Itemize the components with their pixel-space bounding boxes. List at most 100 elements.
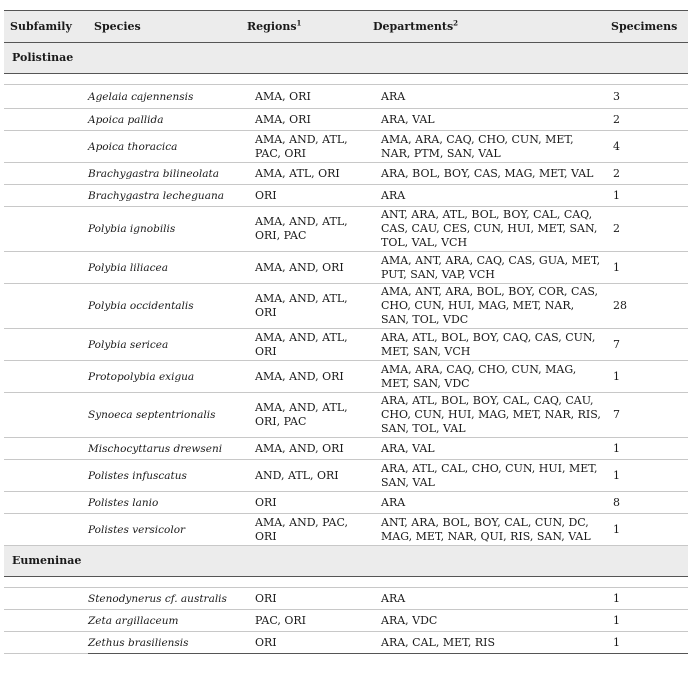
subfamily-cell [4, 587, 88, 610]
regions-cell: AMA, ATL, ORI [241, 162, 367, 185]
regions-cell: AMA, AND, ATL, ORI [241, 283, 367, 329]
subfamily-cell [4, 130, 88, 163]
regions-cell: AMA, AND, ATL, PAC, ORI [241, 130, 367, 163]
subfamily-cell [4, 513, 88, 546]
species-cell: Protopolybia exigua [88, 360, 241, 393]
specimens-cell: 2 [605, 162, 688, 185]
table-row: Stenodynerus cf. australis ORI ARA 1 [4, 587, 688, 610]
specimens-cell: 1 [605, 360, 688, 393]
subfamily-cell [4, 437, 88, 460]
specimens-cell: 1 [605, 437, 688, 460]
regions-cell: ORI [241, 491, 367, 514]
subfamily-cell [4, 328, 88, 361]
table-row: Protopolybia exigua AMA, AND, ORI AMA, ARA… [4, 360, 688, 393]
subfamily-row: Eumeninae [4, 545, 688, 577]
regions-cell: AMA, ORI [241, 84, 367, 109]
specimens-cell: 8 [605, 491, 688, 514]
departments-cell: AMA, ARA, CAQ, CHO, CUN, MET, NAR, PTM, … [367, 130, 605, 163]
specimens-cell: 1 [605, 459, 688, 492]
subfamily-cell [4, 283, 88, 329]
specimens-cell: 1 [605, 513, 688, 546]
subfamily-cell [4, 251, 88, 284]
table-row: Polybia sericea AMA, AND, ATL, ORI ARA, AT… [4, 328, 688, 361]
departments-footnote-mark: 2 [453, 17, 459, 27]
departments-cell: AMA, ANT, ARA, CAQ, CAS, GUA, MET, PUT, … [367, 251, 605, 284]
regions-cell: AMA, AND, ORI [241, 437, 367, 460]
specimens-cell: 2 [605, 206, 688, 252]
spacer-row [4, 576, 688, 588]
species-cell: Zeta argillaceum [88, 609, 241, 632]
header-regions: Regions1 [241, 10, 367, 43]
regions-cell: PAC, ORI [241, 609, 367, 632]
subfamily-cell [4, 360, 88, 393]
specimens-cell: 4 [605, 130, 688, 163]
departments-cell: ARA [367, 587, 605, 610]
table-row: Polistes versicolor AMA, AND, PAC, ORI ANT… [4, 513, 688, 546]
subfamily-cell [4, 162, 88, 185]
subfamily-cell [4, 184, 88, 207]
table-row: Mischocyttarus drewseni AMA, AND, ORI ARA,… [4, 437, 688, 460]
departments-cell: ANT, ARA, BOL, BOY, CAL, CUN, DC, MAG, M… [367, 513, 605, 546]
departments-cell: ARA [367, 491, 605, 514]
subfamily-label: Polistinae [4, 42, 688, 74]
departments-cell: ARA, VDC [367, 609, 605, 632]
specimens-cell: 7 [605, 392, 688, 438]
regions-footnote-mark: 1 [296, 17, 302, 27]
header-departments: Departments2 [367, 10, 605, 43]
table-row: Polistes lanio ORI ARA 8 [4, 491, 688, 514]
table-body: Polistinae Agelaia cajennensis AMA, ORI ARA… [4, 42, 688, 654]
table-row: Polybia occidentalis AMA, AND, ATL, ORI AM… [4, 283, 688, 329]
table-row: Synoeca septentrionalis AMA, AND, ATL, OR… [4, 392, 688, 438]
specimens-cell: 3 [605, 84, 688, 109]
regions-cell: AMA, AND, PAC, ORI [241, 513, 367, 546]
regions-cell: AMA, ORI [241, 108, 367, 131]
species-cell: Polistes lanio [88, 491, 241, 514]
species-cell: Mischocyttarus drewseni [88, 437, 241, 460]
regions-cell: ORI [241, 184, 367, 207]
subfamily-cell [4, 631, 88, 654]
table-row: Polybia ignobilis AMA, AND, ATL, ORI, PAC… [4, 206, 688, 252]
species-cell: Polybia ignobilis [88, 206, 241, 252]
departments-cell: ARA, BOL, BOY, CAS, MAG, MET, VAL [367, 162, 605, 185]
departments-cell: ARA, ATL, CAL, CHO, CUN, HUI, MET, SAN, … [367, 459, 605, 492]
species-cell: Brachygastra bilineolata [88, 162, 241, 185]
header-specimens: Specimens [605, 10, 688, 43]
table-row: Apoica pallida AMA, ORI ARA, VAL 2 [4, 108, 688, 131]
table-row: Apoica thoracica AMA, AND, ATL, PAC, ORI A… [4, 130, 688, 163]
departments-cell: ARA, VAL [367, 437, 605, 460]
table-row: Zeta argillaceum PAC, ORI ARA, VDC 1 [4, 609, 688, 632]
departments-cell: ARA, VAL [367, 108, 605, 131]
species-cell: Synoeca septentrionalis [88, 392, 241, 438]
regions-cell: AMA, AND, ORI [241, 360, 367, 393]
regions-cell: AMA, AND, ATL, ORI, PAC [241, 392, 367, 438]
table-row: Agelaia cajennensis AMA, ORI ARA 3 [4, 84, 688, 109]
regions-cell: AMA, AND, ATL, ORI, PAC [241, 206, 367, 252]
regions-cell: ORI [241, 587, 367, 610]
regions-cell: AND, ATL, ORI [241, 459, 367, 492]
departments-cell: ARA, ATL, BOL, BOY, CAQ, CAS, CUN, MET, … [367, 328, 605, 361]
subfamily-cell [4, 206, 88, 252]
species-cell: Stenodynerus cf. australis [88, 587, 241, 610]
specimens-cell: 1 [605, 251, 688, 284]
species-table-container: Subfamily Species Regions1 Departments2 … [4, 10, 688, 654]
departments-cell: ARA, ATL, BOL, BOY, CAL, CAQ, CAU, CHO, … [367, 392, 605, 438]
departments-cell: ARA [367, 184, 605, 207]
regions-cell: ORI [241, 631, 367, 654]
species-cell: Zethus brasiliensis [88, 631, 241, 654]
spacer-row [4, 73, 688, 85]
subfamily-cell [4, 84, 88, 109]
specimens-cell: 2 [605, 108, 688, 131]
table-row: Brachygastra bilineolata AMA, ATL, ORI ARA… [4, 162, 688, 185]
specimens-cell: 1 [605, 631, 688, 654]
table-row: Brachygastra lecheguana ORI ARA 1 [4, 184, 688, 207]
species-cell: Apoica pallida [88, 108, 241, 131]
header-species: Species [88, 10, 241, 43]
subfamily-cell [4, 108, 88, 131]
subfamily-row: Polistinae [4, 42, 688, 74]
specimens-cell: 7 [605, 328, 688, 361]
species-cell: Polybia occidentalis [88, 283, 241, 329]
species-cell: Polybia sericea [88, 328, 241, 361]
species-cell: Polistes versicolor [88, 513, 241, 546]
table-row: Zethus brasiliensis ORI ARA, CAL, MET, RIS… [4, 631, 688, 654]
specimens-cell: 28 [605, 283, 688, 329]
